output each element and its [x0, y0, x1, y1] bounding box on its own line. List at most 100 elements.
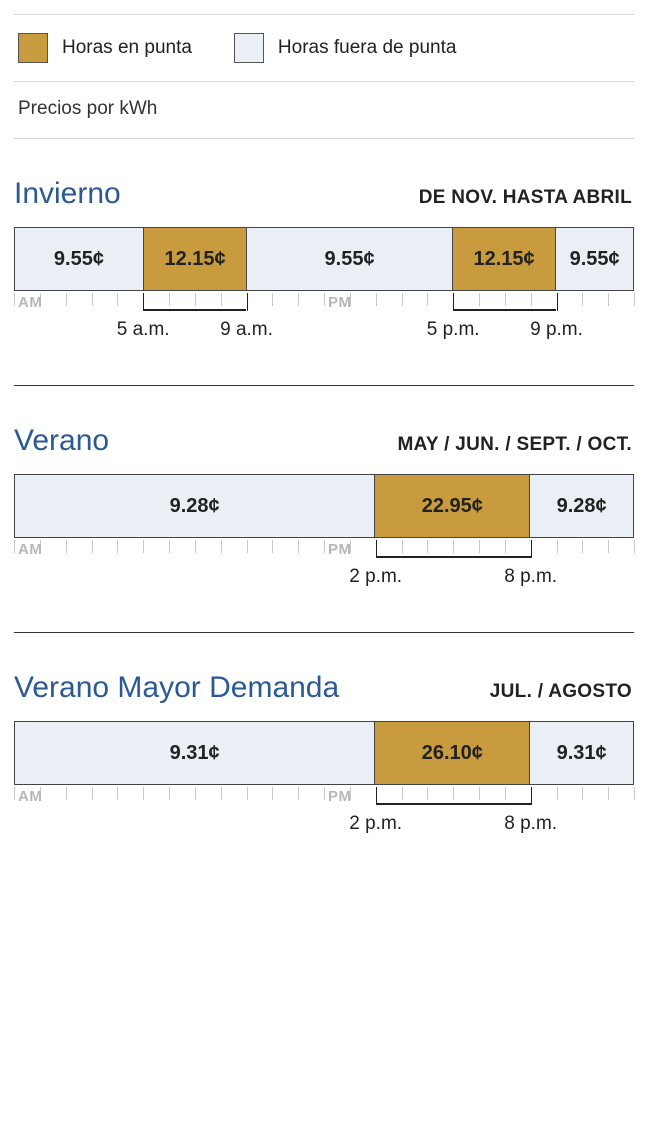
tick — [453, 787, 454, 800]
tick — [247, 540, 248, 553]
tick — [247, 787, 248, 800]
season-block: VeranoMAY / JUN. / SEPT. / OCT.9.28¢22.9… — [14, 424, 634, 598]
legend-label-offpeak: Horas fuera de punta — [278, 37, 457, 59]
tick — [195, 787, 196, 800]
axis-pm-label: PM — [328, 541, 352, 558]
tick — [557, 293, 558, 311]
hour-label: 5 a.m. — [117, 319, 170, 341]
tick — [169, 293, 170, 306]
segment-peak: 26.10¢ — [375, 722, 530, 784]
hour-label: 5 p.m. — [427, 319, 480, 341]
tick — [66, 293, 67, 306]
axis-am-label: AM — [18, 541, 42, 558]
tick — [608, 540, 609, 553]
tick — [92, 787, 93, 800]
tick — [402, 293, 403, 306]
tick — [66, 787, 67, 800]
tick — [505, 787, 506, 800]
tick — [92, 293, 93, 306]
tick — [14, 540, 15, 553]
tick — [298, 540, 299, 553]
tick — [479, 540, 480, 553]
tick — [505, 293, 506, 306]
tick — [427, 540, 428, 553]
tick — [427, 293, 428, 306]
tick — [195, 540, 196, 553]
tick — [479, 787, 480, 800]
tick — [298, 293, 299, 306]
season-block: Verano Mayor Demanda JUL. / AGOSTO 9.31¢26… — [14, 671, 634, 845]
segment-peak: 12.15¢ — [453, 228, 556, 290]
tick — [247, 293, 248, 311]
tick — [531, 293, 532, 306]
season-months: DE NOV. HASTA ABRIL — [419, 187, 632, 209]
season-title: Verano — [14, 424, 109, 458]
tick — [582, 540, 583, 553]
season-block: InviernoDE NOV. HASTA ABRIL9.55¢12.15¢9.… — [14, 177, 634, 351]
tick — [195, 293, 196, 306]
hour-label: 9 a.m. — [220, 319, 273, 341]
tick — [92, 540, 93, 553]
tick — [608, 293, 609, 306]
tick — [479, 293, 480, 306]
hour-label: 8 p.m. — [504, 566, 557, 588]
tick — [169, 787, 170, 800]
tick — [531, 540, 532, 558]
price-bar: 9.55¢12.15¢9.55¢12.15¢9.55¢ — [14, 227, 634, 291]
tick — [634, 293, 635, 306]
segment-offpeak: 9.55¢ — [15, 228, 144, 290]
legend-label-peak: Horas en punta — [62, 37, 192, 59]
tick — [608, 787, 609, 800]
tick — [272, 293, 273, 306]
tick — [453, 540, 454, 553]
tick — [505, 540, 506, 553]
hour-label: 8 p.m. — [504, 813, 557, 835]
price-bar: 9.31¢26.10¢9.31¢ — [14, 721, 634, 785]
tick — [427, 787, 428, 800]
tick — [14, 293, 15, 306]
segment-peak: 22.95¢ — [375, 475, 530, 537]
tick — [557, 787, 558, 800]
tick — [376, 293, 377, 306]
tick — [324, 540, 325, 553]
tick — [117, 293, 118, 306]
hour-connector — [376, 556, 531, 558]
divider — [14, 385, 634, 386]
tick — [117, 540, 118, 553]
hour-connector — [453, 309, 556, 311]
segment-offpeak: 9.28¢ — [15, 475, 375, 537]
segment-offpeak: 9.31¢ — [15, 722, 375, 784]
axis-pm-label: PM — [328, 294, 352, 311]
season-title: Invierno — [14, 177, 121, 211]
segment-offpeak: 9.55¢ — [556, 228, 633, 290]
axis-pm-label: PM — [328, 788, 352, 805]
tick — [221, 540, 222, 553]
divider — [14, 632, 634, 633]
tick — [324, 787, 325, 800]
time-axis: AMPM5 a.m.9 a.m.5 p.m.9 p.m. — [14, 293, 634, 351]
tick — [531, 787, 532, 805]
legend-swatch-offpeak — [234, 33, 264, 63]
tick — [582, 293, 583, 306]
axis-am-label: AM — [18, 294, 42, 311]
hour-connector — [376, 803, 531, 805]
hour-connector — [143, 309, 246, 311]
tick — [143, 787, 144, 800]
axis-am-label: AM — [18, 788, 42, 805]
segment-offpeak: 9.55¢ — [247, 228, 453, 290]
tick — [324, 293, 325, 306]
tick — [634, 540, 635, 553]
tick — [272, 540, 273, 553]
legend: Horas en punta Horas fuera de punta — [14, 15, 634, 81]
tick — [117, 787, 118, 800]
time-axis: AMPM2 p.m.8 p.m. — [14, 787, 634, 845]
tick — [66, 540, 67, 553]
segment-peak: 12.15¢ — [144, 228, 247, 290]
subtitle: Precios por kWh — [14, 82, 634, 138]
price-bar: 9.28¢22.95¢9.28¢ — [14, 474, 634, 538]
season-months: JUL. / AGOSTO — [490, 681, 632, 703]
tick — [557, 540, 558, 553]
segment-offpeak: 9.31¢ — [530, 722, 633, 784]
season-title: Verano Mayor Demanda — [14, 671, 339, 705]
time-axis: AMPM2 p.m.8 p.m. — [14, 540, 634, 598]
